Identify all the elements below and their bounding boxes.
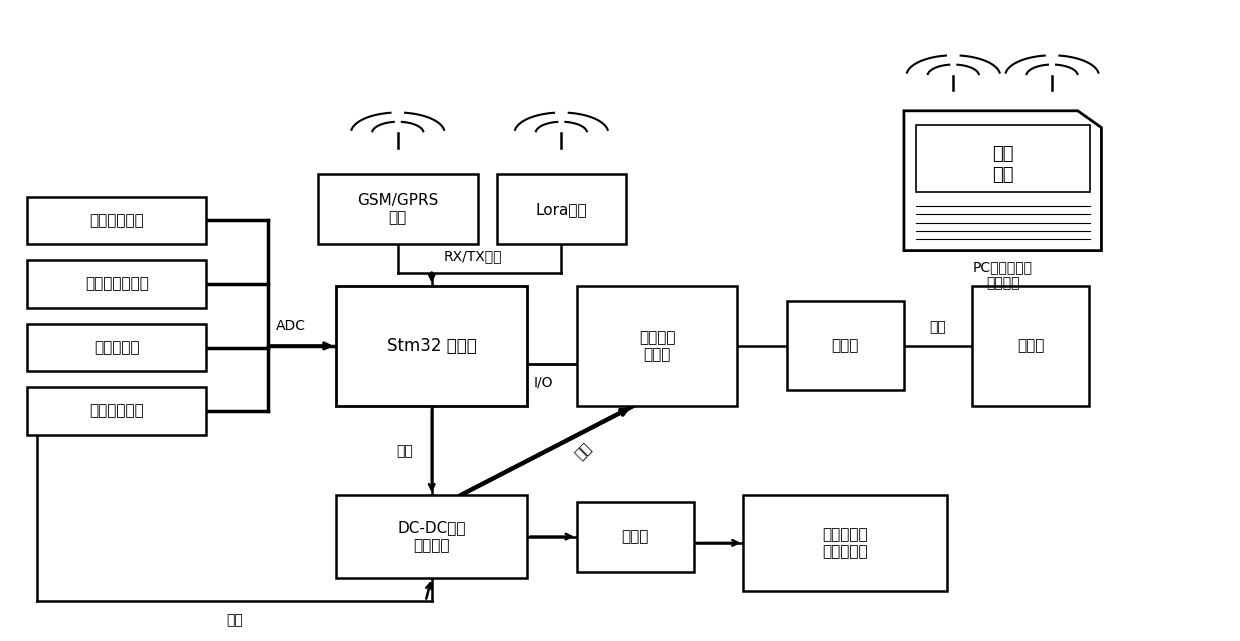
Bar (336, 495, 527, 578)
Text: 灭火器: 灭火器 (1017, 338, 1044, 353)
Text: DC-DC电源
转换模块: DC-DC电源 转换模块 (398, 520, 466, 553)
Text: PC机、手机等
远程设备: PC机、手机等 远程设备 (972, 260, 1033, 290)
Bar (786, 301, 904, 390)
Text: 紫外火焰传感器: 紫外火焰传感器 (86, 276, 149, 292)
Text: GSM/GPRS
模块: GSM/GPRS 模块 (357, 193, 439, 226)
Text: 固态继电
器开关: 固态继电 器开关 (639, 329, 676, 362)
Polygon shape (904, 111, 1101, 251)
Text: 烟雾传感器: 烟雾传感器 (94, 340, 140, 355)
Text: 引线: 引线 (930, 320, 946, 335)
Bar (27, 197, 207, 244)
Bar (317, 174, 479, 244)
Text: 供电: 供电 (226, 613, 243, 627)
Bar (577, 502, 694, 572)
Text: 数据
收发: 数据 收发 (992, 146, 1013, 184)
Text: 电磁场传感器: 电磁场传感器 (89, 404, 144, 419)
Bar (972, 285, 1089, 406)
Bar (27, 260, 207, 308)
Bar (577, 285, 738, 406)
Bar (27, 387, 207, 435)
Text: RX/TX串口: RX/TX串口 (444, 249, 502, 263)
Bar (27, 324, 207, 371)
Text: 在线取能电
磁感应线圈: 在线取能电 磁感应线圈 (822, 527, 868, 559)
Bar (744, 495, 947, 590)
Text: 热阻丝: 热阻丝 (832, 338, 859, 353)
Bar (916, 125, 1090, 192)
Text: Lora模块: Lora模块 (536, 202, 588, 217)
Text: ADC: ADC (275, 319, 305, 333)
Text: 供电: 供电 (397, 444, 413, 458)
Text: 温湿度传感器: 温湿度传感器 (89, 213, 144, 228)
Text: 供电: 供电 (573, 440, 594, 462)
Text: 逆变器: 逆变器 (621, 529, 649, 544)
Text: Stm32 单片机: Stm32 单片机 (387, 337, 476, 355)
Text: I/O: I/O (533, 376, 553, 390)
Bar (496, 174, 626, 244)
Bar (336, 285, 527, 406)
